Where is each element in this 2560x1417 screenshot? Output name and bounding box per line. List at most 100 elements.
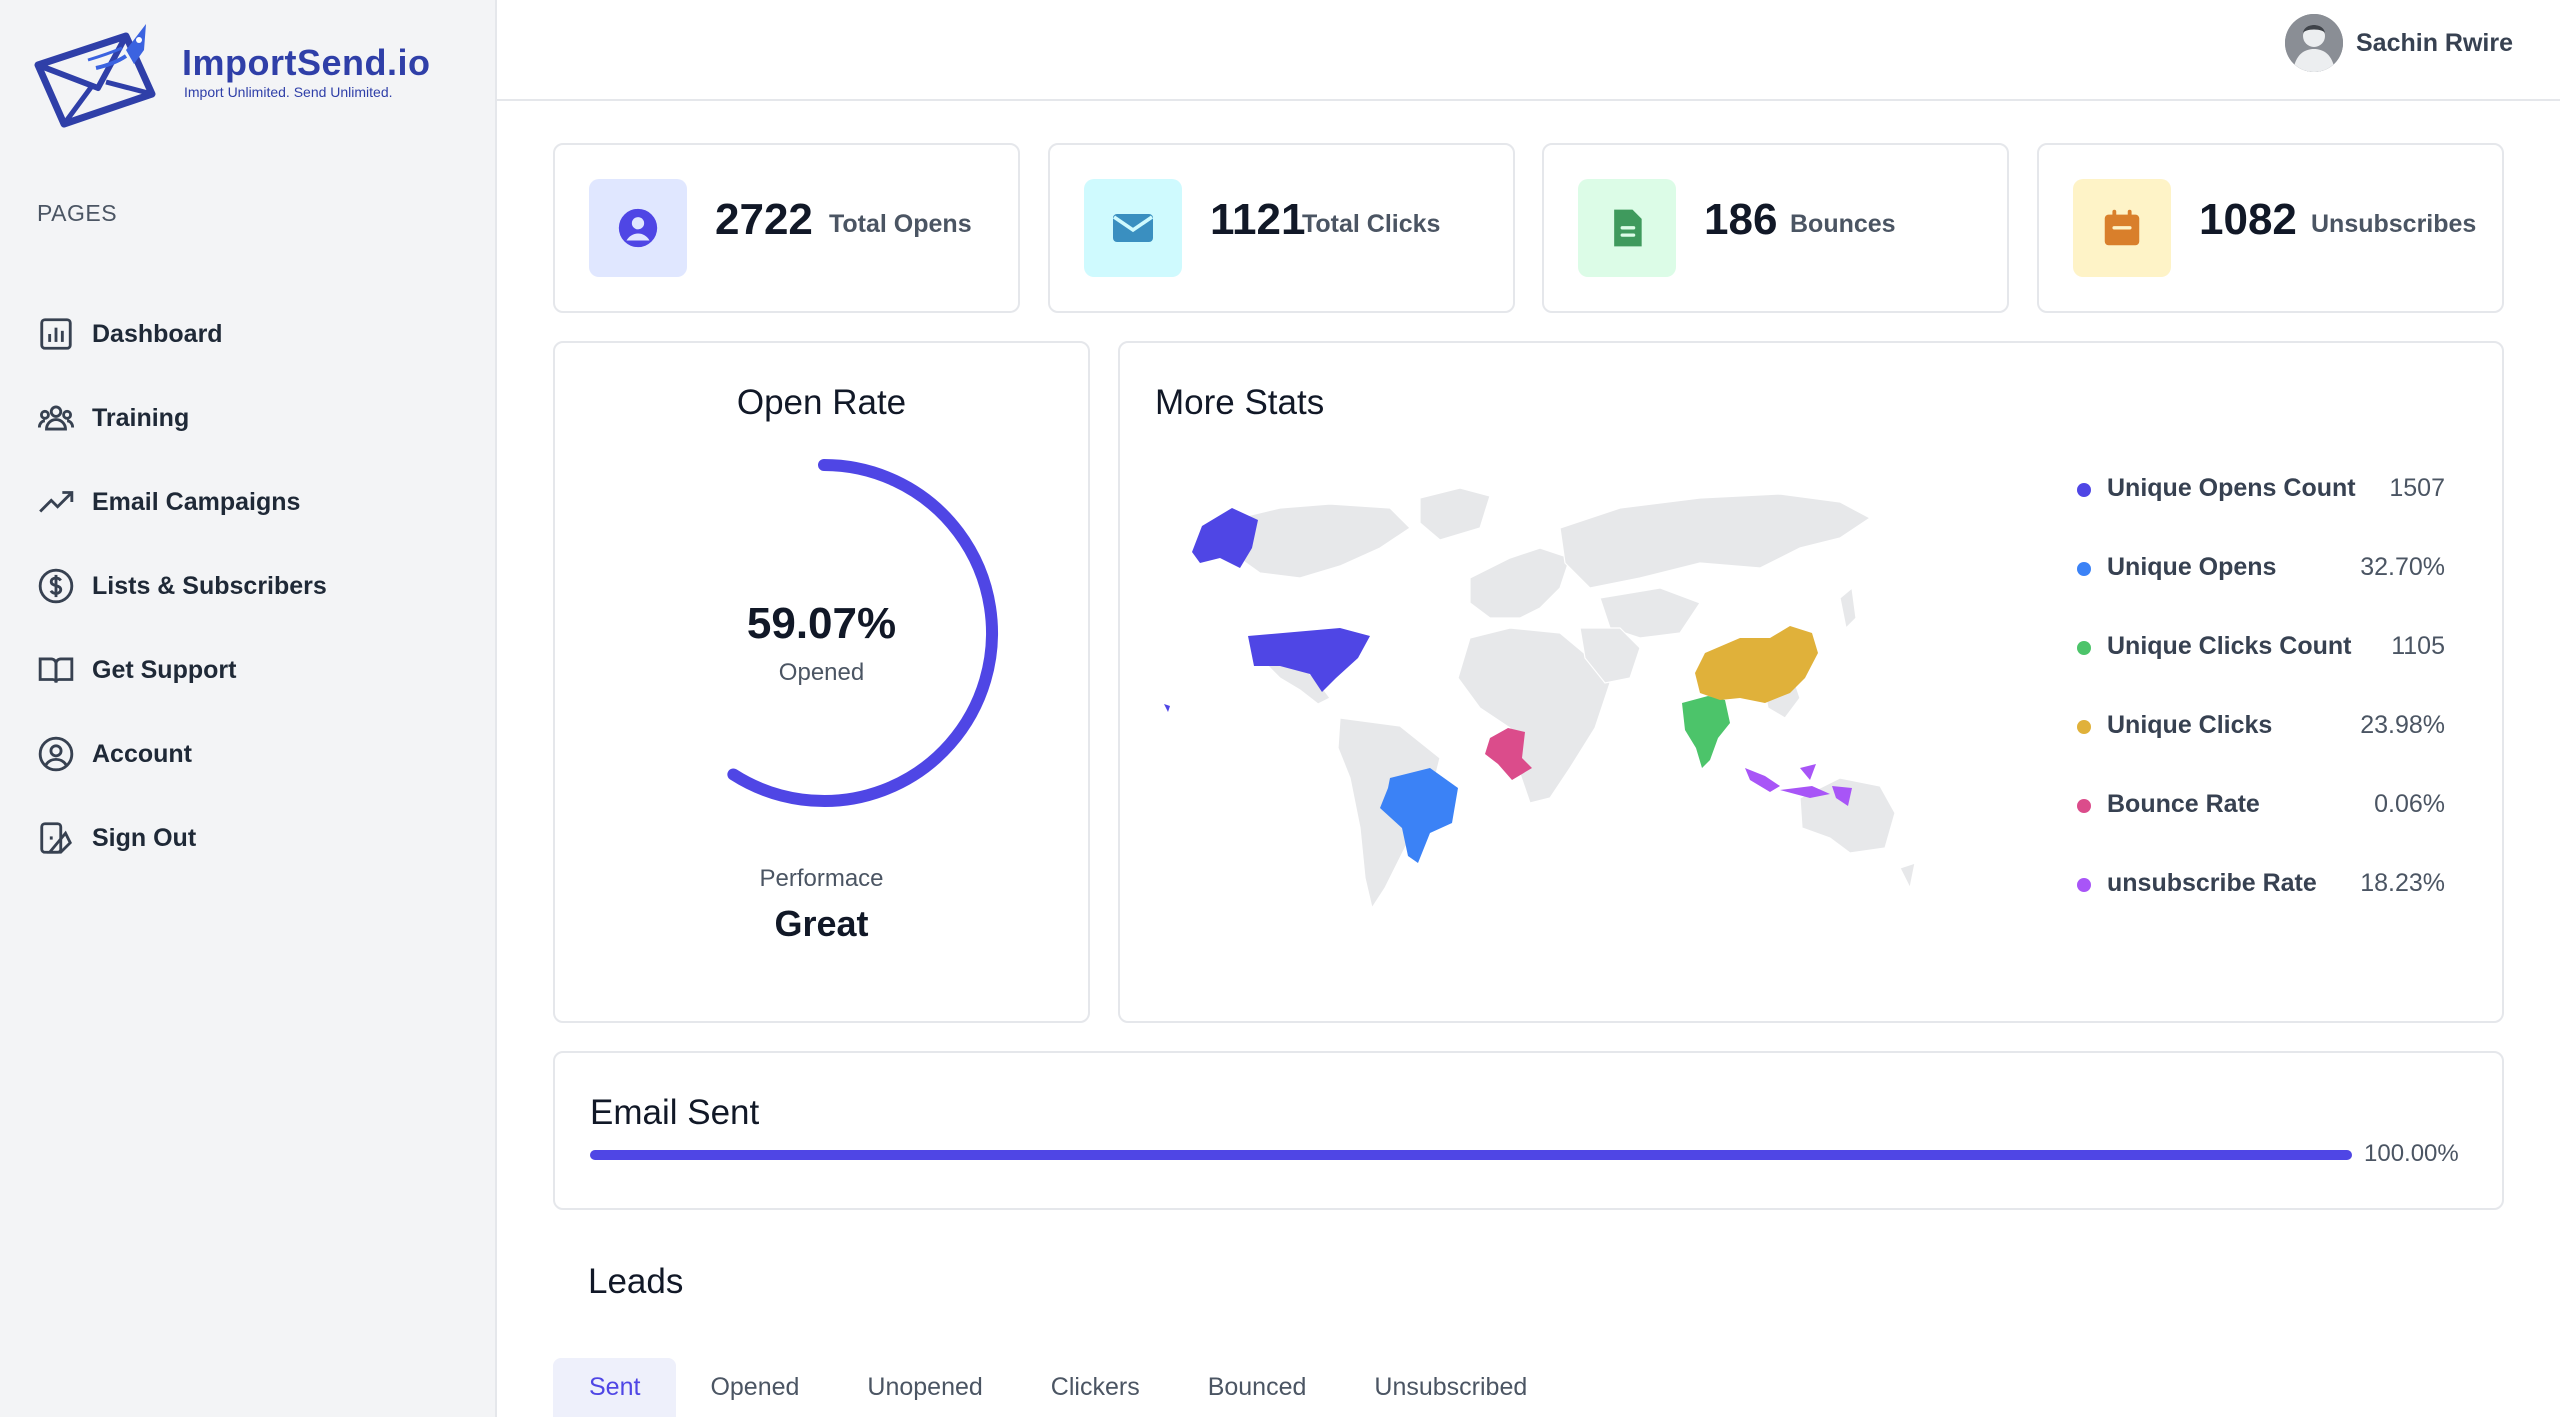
sidebar-item-label: Training <box>92 403 190 432</box>
sidebar-item-lists-subscribers[interactable]: Lists & Subscribers <box>37 544 467 628</box>
legend-name: Unique Opens <box>2107 553 2277 581</box>
stat-label: Bounces <box>1790 210 1896 238</box>
open-rate-radial-gauge <box>727 459 998 807</box>
more-stats-card: More Stats <box>1118 341 2504 1023</box>
legend-value: 32.70% <box>2360 553 2445 581</box>
book-open-icon <box>38 657 74 683</box>
user-circle-icon <box>618 208 658 248</box>
stat-label: Total Opens <box>829 210 972 238</box>
sidebar-item-get-support[interactable]: Get Support <box>37 628 467 712</box>
stat-label: Total Clicks <box>1302 210 1441 238</box>
dollar-circle-icon <box>38 568 74 604</box>
legend-value: 18.23% <box>2360 869 2445 897</box>
logo-subtitle: Import Unlimited. Send Unlimited. <box>184 84 393 100</box>
sidebar-item-account[interactable]: Account <box>37 712 467 796</box>
legend-name: Unique Opens Count <box>2107 474 2356 502</box>
avatar[interactable] <box>2285 14 2343 72</box>
email-sent-card: Email Sent <box>553 1051 2504 1210</box>
map-country-china[interactable] <box>1695 626 1818 703</box>
calendar-icon <box>2104 209 2140 246</box>
legend-value: 1105 <box>2391 632 2445 660</box>
email-sent-progress-fill <box>590 1150 2352 1160</box>
open-rate-title: Open Rate <box>736 383 907 422</box>
sidebar-item-label: Email Campaigns <box>92 487 301 516</box>
legend-name: unsubscribe Rate <box>2107 869 2317 897</box>
stat-card-unsubscribes: 1082 Unsubscribes <box>2037 143 2504 313</box>
legend-name: Unique Clicks Count <box>2107 632 2352 660</box>
stat-card-total-opens: 2722 Total Opens <box>553 143 1020 313</box>
map-country-algeria[interactable] <box>1485 728 1532 780</box>
legend-item: Unique Opens 32.70% <box>2075 550 2445 629</box>
sidebar-item-dashboard[interactable]: Dashboard <box>37 292 467 376</box>
legend-dot <box>2077 641 2091 655</box>
legend-item: Bounce Rate 0.06% <box>2075 787 2445 866</box>
email-sent-title: Email Sent <box>590 1093 760 1132</box>
legend-dot <box>2077 562 2091 576</box>
performance-label: Performace <box>759 865 884 892</box>
envelope-icon <box>1112 214 1154 242</box>
users-icon <box>37 405 75 431</box>
stat-label: Unsubscribes <box>2311 210 2477 238</box>
user-avatar-icon <box>2285 14 2343 72</box>
document-icon <box>1614 209 1642 247</box>
open-rate-arc <box>727 459 998 807</box>
sidebar-item-email-campaigns[interactable]: Email Campaigns <box>37 460 467 544</box>
stat-card-total-clicks: 1121 Total Clicks <box>1048 143 1515 313</box>
map-country-brazil[interactable] <box>1380 768 1458 863</box>
performance-value: Great <box>774 903 869 944</box>
map-country-united-states[interactable] <box>1248 628 1370 692</box>
map-country-hawaii[interactable] <box>1164 704 1170 712</box>
world-map[interactable] <box>1140 468 1940 928</box>
tab-unsubscribed[interactable]: Unsubscribed <box>1374 1373 1528 1401</box>
legend-value: 0.06% <box>2374 790 2445 818</box>
bar-chart-icon <box>40 318 72 350</box>
sidebar-item-label: Dashboard <box>92 319 223 348</box>
sidebar-item-sign-out[interactable]: Sign Out <box>37 796 467 880</box>
legend-dot <box>2077 878 2091 892</box>
tab-sent[interactable]: Sent <box>553 1358 677 1417</box>
tab-opened[interactable]: Opened <box>710 1373 800 1401</box>
stat-icon-box <box>2073 179 2171 277</box>
email-sent-progress-bar <box>590 1150 2352 1160</box>
trending-up-icon <box>39 491 74 513</box>
stat-card-bounces: 186 Bounces <box>1542 143 2009 313</box>
legend-item: unsubscribe Rate 18.23% <box>2075 866 2445 945</box>
sidebar-item-label: Sign Out <box>92 823 197 852</box>
email-sent-percent: 100.00% <box>2364 1140 2459 1167</box>
app-logo[interactable]: ImportSend.io Import Unlimited. Send Unl… <box>34 20 434 132</box>
sidebar-item-label: Lists & Subscribers <box>92 571 327 600</box>
tab-clickers[interactable]: Clickers <box>1050 1373 1140 1401</box>
map-country-alaska[interactable] <box>1192 508 1258 568</box>
legend-name: Unique Clicks <box>2107 711 2273 739</box>
stat-value: 1082 <box>2199 195 2297 244</box>
sidebar-item-label: Get Support <box>92 655 237 684</box>
tab-bounced[interactable]: Bounced <box>1207 1373 1307 1401</box>
user-circle-icon <box>38 736 74 772</box>
legend-item: Unique Clicks 23.98% <box>2075 708 2445 787</box>
legend-item: Unique Clicks Count 1105 <box>2075 629 2445 708</box>
rocket-envelope-logo-icon <box>34 24 156 128</box>
legend-value: 1507 <box>2389 474 2445 502</box>
sidebar-item-label: Account <box>92 739 192 768</box>
stat-icon-box <box>589 179 687 277</box>
map-country-indonesia[interactable] <box>1745 764 1852 806</box>
legend-item: Unique Opens Count 1507 <box>2075 471 2445 550</box>
user-name[interactable]: Sachin Rwire <box>2356 29 2513 57</box>
more-stats-title: More Stats <box>1155 383 1325 422</box>
tab-unopened[interactable]: Unopened <box>867 1373 983 1401</box>
more-stats-legend: Unique Opens Count 1507 Unique Opens 32.… <box>2075 471 2445 945</box>
sidebar-nav: Dashboard Training Email Campaigns Lists… <box>37 292 467 880</box>
top-bar <box>497 0 2560 101</box>
open-rate-sublabel: Opened <box>778 659 865 686</box>
stat-icon-box <box>1084 179 1182 277</box>
legend-value: 23.98% <box>2360 711 2445 739</box>
legend-name: Bounce Rate <box>2107 790 2260 818</box>
world-map-land <box>1229 487 1916 910</box>
open-rate-card: Open Rate 59.07% Opened Performace Great <box>553 341 1090 1023</box>
map-country-india[interactable] <box>1682 696 1730 768</box>
legend-dot <box>2077 720 2091 734</box>
stat-value: 1121 <box>1210 195 1306 244</box>
stat-value: 186 <box>1704 195 1778 244</box>
sidebar-item-training[interactable]: Training <box>37 376 467 460</box>
logo-title: ImportSend.io <box>182 42 431 83</box>
